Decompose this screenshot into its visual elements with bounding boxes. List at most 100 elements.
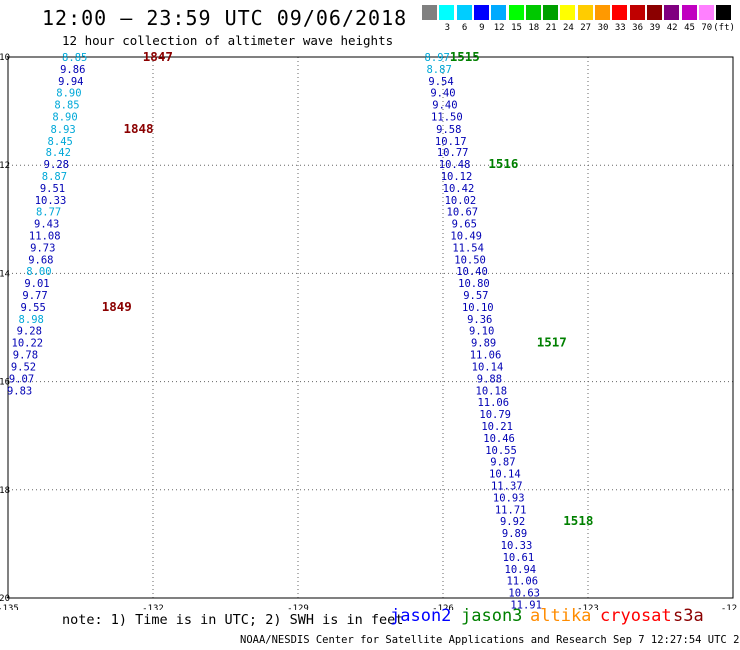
- latitude-tick-label: -18: [0, 486, 10, 496]
- wave-height-value: 8.93: [50, 124, 75, 136]
- wave-height-value: 10.10: [462, 302, 494, 314]
- pass-number-label: 1516: [488, 156, 518, 171]
- legend-swatch: [439, 5, 455, 20]
- footer-text: NOAA/NESDIS Center for Satellite Applica…: [240, 634, 740, 646]
- wave-height-value: 10.33: [501, 540, 533, 552]
- legend-label: 45: [684, 23, 695, 33]
- wave-height-value: 9.36: [467, 314, 492, 326]
- wave-height-value: 11.06: [506, 576, 538, 588]
- legend-label: 15: [511, 23, 522, 33]
- wave-height-value: 11.54: [452, 242, 484, 254]
- wave-height-value: 9.51: [40, 183, 65, 195]
- observation-labels: 8.859.869.948.908.858.908.938.458.429.28…: [7, 52, 542, 610]
- wave-height-map: -135 -132 -129 -126 -123 -12 -10 -12 -14 -16 -18 -2…: [0, 49, 737, 610]
- longitude-tick-label: -132: [142, 604, 164, 610]
- wave-height-value: 10.22: [12, 338, 44, 350]
- wave-height-value: 10.94: [505, 564, 537, 576]
- legend-swatch: [473, 5, 489, 20]
- wave-height-value: 9.55: [20, 302, 45, 314]
- wave-height-value: 9.58: [436, 124, 461, 136]
- wave-height-value: 10.55: [485, 445, 517, 457]
- legend-swatch: [491, 5, 507, 20]
- wave-height-value: 9.89: [502, 528, 527, 540]
- wave-height-value: 11.37: [491, 480, 523, 492]
- legend-label: 18: [528, 23, 540, 33]
- wave-height-value: 8.90: [52, 112, 77, 124]
- legend-label: 9: [479, 23, 485, 33]
- legend-swatch: [508, 5, 524, 20]
- latitude-tick-label: -10: [0, 53, 10, 63]
- legend-label: 70: [701, 23, 713, 33]
- legend-label: 21: [545, 23, 557, 33]
- legend-swatch: [456, 5, 472, 20]
- wave-height-value: 11.06: [470, 350, 502, 362]
- legend-swatch: [698, 5, 714, 20]
- wave-height-value: 9.28: [44, 159, 69, 171]
- wave-height-value: 10.49: [450, 231, 482, 243]
- wave-height-value: 9.88: [477, 373, 502, 385]
- wave-height-value: 11.06: [477, 397, 509, 409]
- wave-height-value: 9.10: [469, 326, 494, 338]
- wave-height-value: 8.97: [425, 52, 450, 64]
- wave-height-value: 8.45: [48, 136, 73, 148]
- legend-swatch: [422, 5, 437, 20]
- map-frame: [7, 56, 734, 599]
- legend-label: 33: [614, 23, 626, 33]
- longitude-tick-label: -123: [577, 604, 599, 610]
- wave-height-value: 9.78: [13, 350, 38, 362]
- wave-height-value: 9.77: [22, 290, 47, 302]
- wave-height-value: 10.14: [472, 361, 504, 373]
- legend-swatch: [560, 5, 576, 20]
- wave-height-value: 8.90: [56, 88, 81, 100]
- wave-height-value: 9.01: [24, 278, 49, 290]
- wave-height-value: 11.08: [29, 231, 61, 243]
- wave-height-value: 10.77: [437, 147, 469, 159]
- wave-height-value: 9.87: [490, 457, 515, 469]
- wave-height-value: 10.33: [35, 195, 67, 207]
- wave-height-value: 11.50: [431, 112, 463, 124]
- satellite-name-s3a: s3a: [673, 606, 704, 626]
- map-gridlines: [8, 57, 733, 598]
- satellite-name-jason2: jason2: [390, 606, 452, 626]
- legend-swatch: [681, 5, 697, 20]
- wave-height-value: 8.85: [54, 100, 79, 112]
- legend-swatch: [525, 5, 541, 20]
- wave-height-value: 10.46: [483, 433, 515, 445]
- legend-label: 6: [461, 23, 468, 33]
- legend-label: 27: [580, 23, 592, 33]
- wave-height-value: 8.00: [26, 266, 51, 278]
- legend-label: 3: [444, 23, 450, 33]
- legend-swatch: [629, 5, 645, 20]
- pass-labels: 1847 1848 1849 1515 1516 1517 1518: [102, 49, 594, 528]
- satellite-name-jason3: jason3: [461, 606, 523, 626]
- longitude-tick-label: -126: [432, 604, 454, 610]
- longitude-tick-label: -12: [721, 604, 737, 610]
- wave-height-value: 10.18: [476, 385, 508, 397]
- wave-height-value: 9.07: [9, 373, 34, 385]
- pass-number-label: 1847: [143, 49, 173, 64]
- wave-height-value: 8.87: [42, 171, 67, 183]
- wave-height-value: 9.89: [471, 338, 496, 350]
- wave-height-value: 10.50: [454, 254, 486, 266]
- wave-height-value: 10.21: [481, 421, 513, 433]
- legend-label: 36: [632, 23, 644, 33]
- page-title: 12:00 – 23:59 UTC 09/06/2018: [42, 6, 408, 30]
- wave-height-value: 9.92: [500, 516, 525, 528]
- longitude-tick-label: -129: [287, 604, 309, 610]
- wave-height-value: 8.87: [426, 64, 451, 76]
- wave-height-value: 9.68: [28, 254, 53, 266]
- wave-height-value: 10.80: [458, 278, 490, 290]
- wave-height-value: 9.40: [430, 88, 455, 100]
- pass-number-label: 1848: [123, 121, 153, 136]
- wave-height-value: 10.42: [443, 183, 475, 195]
- legend-swatch: [595, 5, 610, 20]
- legend-label: (ft): [713, 23, 735, 33]
- wave-height-value: 10.79: [479, 409, 511, 421]
- wave-height-value: 10.63: [508, 588, 540, 600]
- latitude-tick-label: -16: [0, 378, 10, 388]
- wave-height-value: 11.71: [495, 504, 527, 516]
- legend-label: 42: [666, 23, 678, 33]
- wave-height-value: 9.54: [428, 76, 453, 88]
- satellite-name-altika: altika: [530, 606, 592, 626]
- wave-height-value: 10.40: [456, 266, 488, 278]
